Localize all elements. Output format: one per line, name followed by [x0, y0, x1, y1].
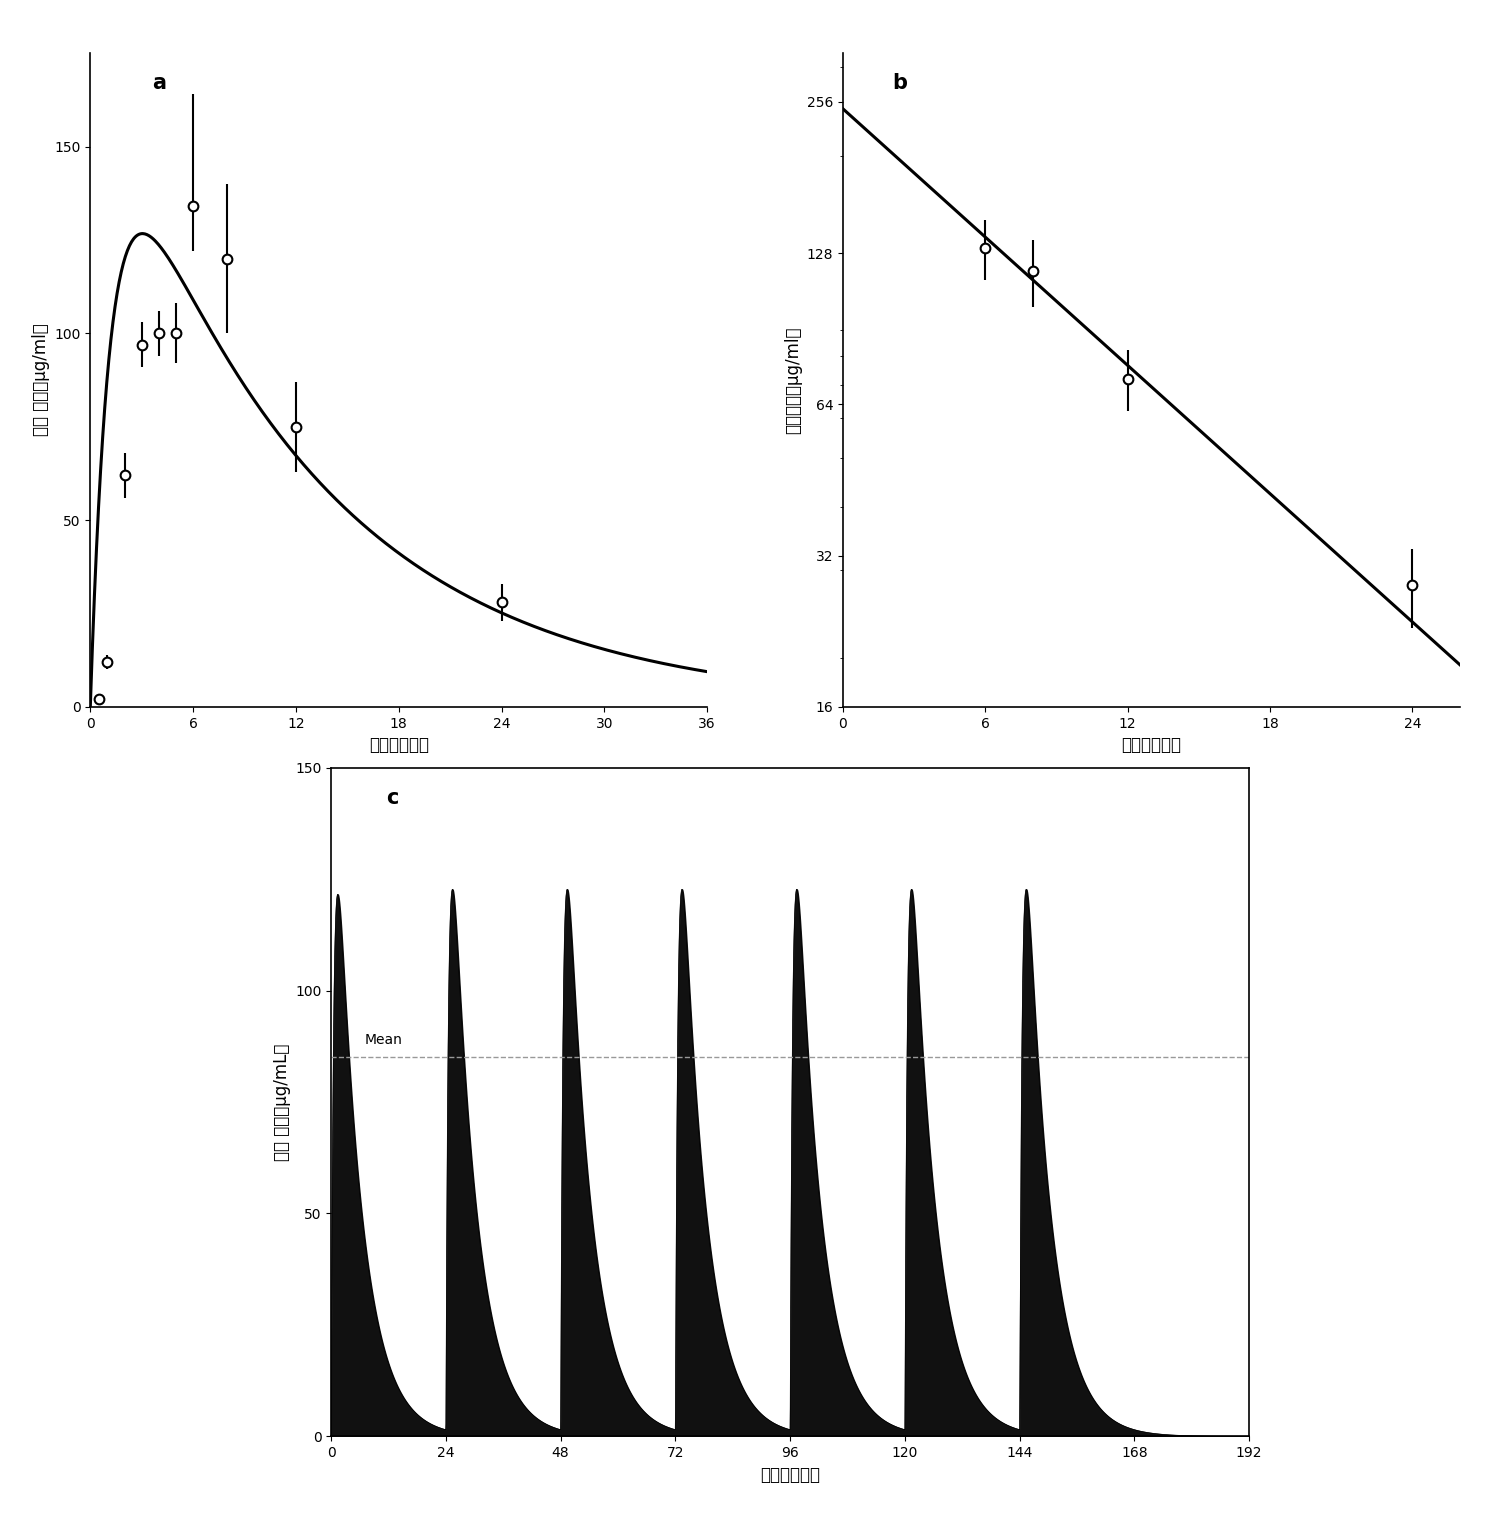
- Y-axis label: 血药浓度（μg/ml）: 血药浓度（μg/ml）: [784, 327, 802, 433]
- Text: a: a: [152, 73, 166, 93]
- Y-axis label: 血药 浓度（μg/ml）: 血药 浓度（μg/ml）: [32, 324, 50, 436]
- X-axis label: 时间（小时）: 时间（小时）: [760, 1465, 820, 1484]
- Text: Mean: Mean: [364, 1034, 402, 1047]
- X-axis label: 时间（小时）: 时间（小时）: [369, 736, 429, 754]
- Text: c: c: [387, 787, 399, 807]
- Y-axis label: 血药 浓度（μg/mL）: 血药 浓度（μg/mL）: [272, 1043, 290, 1161]
- Text: b: b: [892, 73, 908, 93]
- X-axis label: 时间（小时）: 时间（小时）: [1121, 736, 1181, 754]
